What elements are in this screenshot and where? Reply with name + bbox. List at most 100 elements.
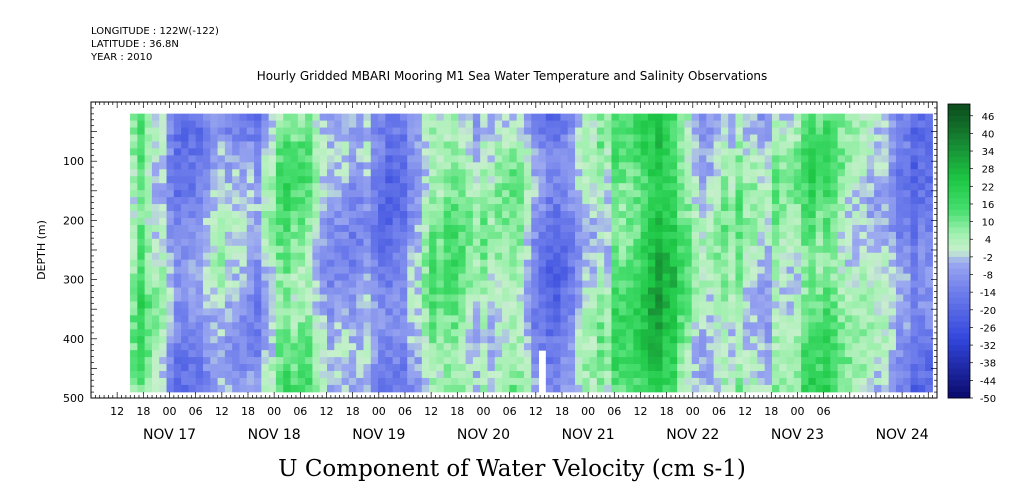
heat-cell	[217, 134, 226, 142]
heat-cell	[779, 183, 788, 191]
heat-cell	[319, 329, 328, 337]
heat-cell	[173, 211, 182, 219]
heat-cell	[589, 141, 598, 149]
heat-cell	[720, 301, 729, 309]
heat-cell	[567, 211, 576, 219]
heat-cell	[370, 336, 379, 344]
heat-cell	[677, 183, 685, 191]
heat-cell	[662, 113, 671, 122]
heat-cell	[239, 134, 248, 142]
heat-cell	[305, 377, 313, 386]
heat-cell	[611, 273, 620, 282]
heat-cell	[144, 141, 153, 149]
heat-cell	[334, 183, 343, 191]
heat-cell	[181, 294, 189, 302]
heat-cell	[487, 211, 496, 219]
heat-cell	[283, 343, 292, 351]
heat-cell	[779, 197, 788, 205]
heat-cell	[575, 322, 583, 330]
heat-cell	[268, 364, 277, 372]
heat-cell	[290, 113, 299, 122]
heat-cell	[451, 245, 459, 254]
heat-cell	[538, 238, 547, 247]
heat-cell	[458, 343, 467, 351]
heat-cell	[618, 329, 627, 337]
heat-cell	[327, 308, 335, 316]
heat-cell	[750, 204, 758, 212]
heat-cell	[494, 322, 503, 330]
heat-cell	[699, 231, 707, 240]
x-date-label: NOV 21	[562, 427, 615, 443]
heat-cell	[538, 259, 547, 268]
heat-cell	[188, 280, 197, 289]
heat-cell	[275, 294, 284, 302]
heat-cell	[677, 141, 685, 149]
heat-cell	[312, 343, 321, 351]
heat-cell	[888, 231, 897, 240]
heat-cell	[465, 266, 474, 275]
heat-cell	[684, 155, 693, 163]
heat-cell	[502, 231, 510, 240]
heat-cell	[888, 224, 897, 233]
heat-cell	[239, 155, 248, 163]
heat-cell	[823, 211, 831, 219]
heat-cell	[173, 350, 182, 358]
heat-cell	[706, 120, 715, 129]
heat-cell	[268, 308, 277, 316]
heat-cell	[494, 350, 503, 358]
heat-cell	[254, 204, 262, 212]
heat-cell	[348, 384, 357, 393]
heat-cell	[494, 308, 503, 316]
colorbar-swatch	[948, 209, 970, 217]
heat-cell	[720, 224, 729, 233]
heat-cell	[443, 357, 452, 365]
heat-cell	[327, 176, 335, 184]
heat-cell	[633, 343, 642, 351]
heat-cell	[283, 336, 292, 344]
heat-cell	[764, 134, 773, 142]
heat-cell	[771, 176, 780, 184]
heat-cell	[246, 134, 255, 142]
heat-cell	[881, 204, 890, 212]
heat-cell	[356, 273, 364, 282]
heat-cell	[589, 148, 598, 156]
heat-cell	[545, 336, 554, 344]
heat-cell	[582, 322, 591, 330]
heat-cell	[560, 371, 569, 379]
heat-cell	[589, 113, 598, 122]
heat-cell	[553, 336, 561, 344]
heat-cell	[691, 308, 700, 316]
heat-cell	[852, 120, 860, 129]
heat-cell	[348, 113, 357, 122]
heat-cell	[159, 245, 168, 254]
x-hour-label: 06	[503, 405, 517, 418]
heat-cell	[305, 350, 313, 358]
heat-cell	[195, 308, 204, 316]
heat-cell	[596, 162, 605, 170]
heat-cell	[640, 231, 649, 240]
heat-cell	[589, 211, 598, 219]
heat-cell	[239, 377, 248, 386]
heat-cell	[706, 224, 715, 233]
heat-cell	[224, 155, 233, 163]
heat-cell	[582, 120, 591, 129]
heat-cell	[487, 127, 496, 136]
heat-cell	[669, 308, 678, 316]
heat-cell	[728, 266, 736, 275]
heat-cell	[414, 294, 423, 302]
heat-cell	[232, 308, 240, 316]
heat-cell	[407, 231, 416, 240]
heat-cell	[844, 134, 853, 142]
heat-cell	[655, 245, 664, 254]
heat-cell	[173, 308, 182, 316]
heat-cell	[626, 211, 634, 219]
heat-cell	[706, 155, 715, 163]
heat-cell	[830, 336, 839, 344]
heat-cell	[925, 329, 933, 337]
heat-cell	[407, 120, 416, 129]
heat-cell	[589, 183, 598, 191]
heat-cell	[910, 176, 919, 184]
heat-cell	[910, 287, 919, 295]
heat-cell	[567, 224, 576, 233]
heat-cell	[655, 169, 664, 177]
